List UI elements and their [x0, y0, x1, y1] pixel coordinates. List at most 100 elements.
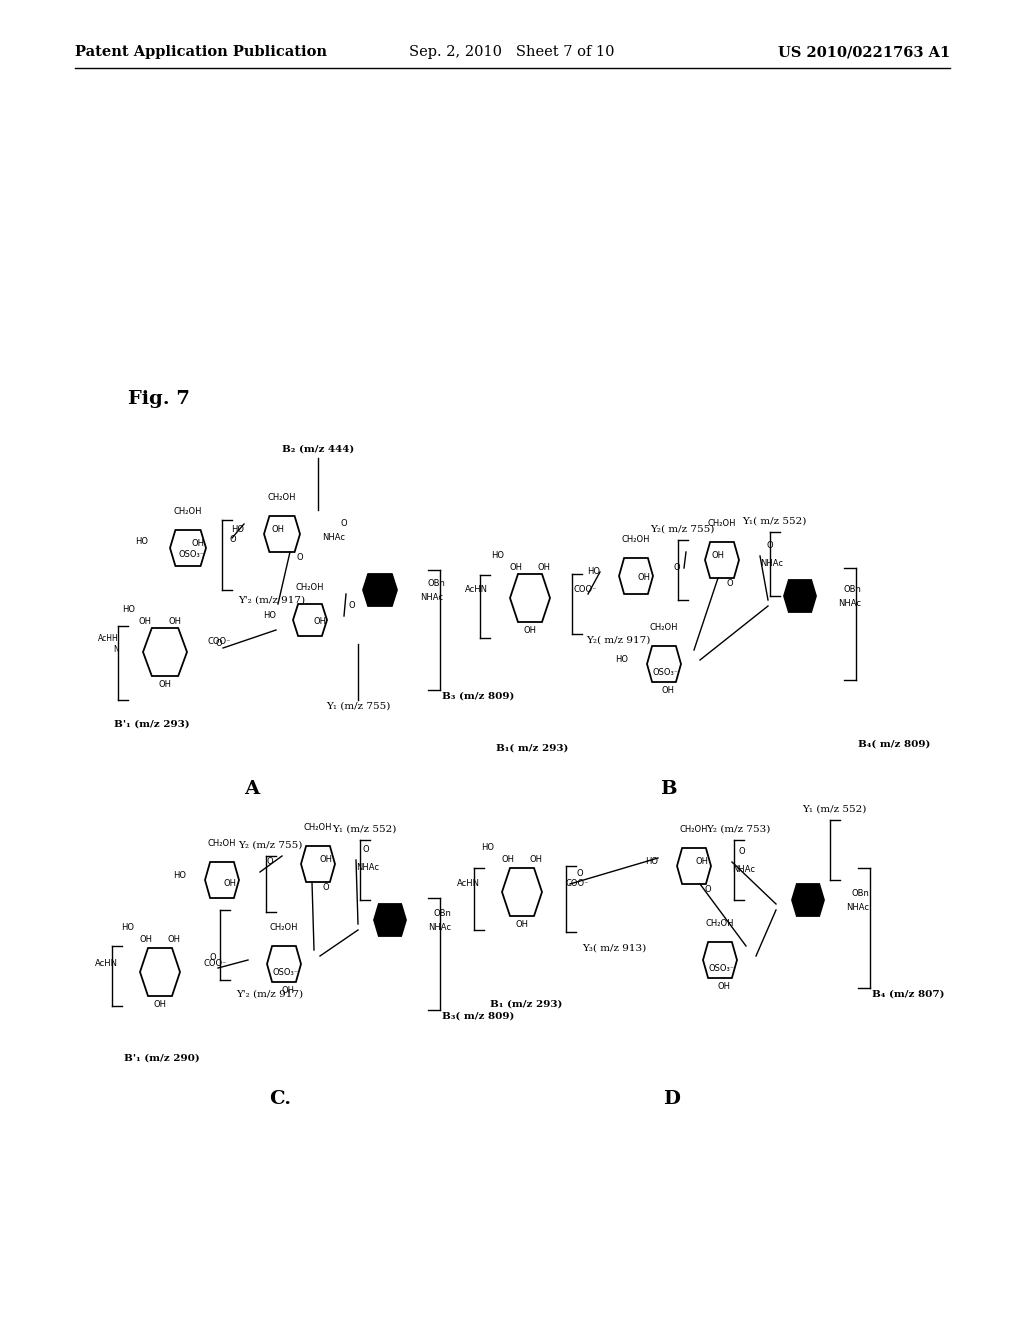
Text: OBn: OBn	[428, 579, 445, 589]
Text: OSO₃⁻: OSO₃⁻	[179, 550, 205, 558]
Polygon shape	[792, 884, 824, 916]
Text: NHAc: NHAc	[420, 594, 443, 602]
Text: B₃( m/z 809): B₃( m/z 809)	[442, 1012, 514, 1020]
Text: OH: OH	[510, 564, 522, 572]
Text: OH: OH	[712, 552, 725, 561]
Text: B₄( m/z 809): B₄( m/z 809)	[858, 741, 931, 748]
Polygon shape	[705, 543, 739, 578]
Text: O: O	[297, 553, 303, 562]
Text: O: O	[323, 883, 330, 892]
Text: HO: HO	[231, 525, 244, 535]
Text: OH: OH	[139, 935, 153, 944]
Text: O: O	[215, 639, 221, 648]
Text: B'₁ (m/z 290): B'₁ (m/z 290)	[124, 1053, 200, 1063]
Text: B: B	[659, 780, 676, 799]
Text: O: O	[349, 601, 355, 610]
Text: OH: OH	[523, 626, 537, 635]
Text: Y₂ (m/z 755): Y₂ (m/z 755)	[238, 841, 302, 850]
Text: Y'₂ (m/z 917): Y'₂ (m/z 917)	[238, 597, 305, 605]
Text: AcHN: AcHN	[95, 960, 118, 969]
Text: O: O	[767, 541, 773, 550]
Text: OSO₃⁻: OSO₃⁻	[273, 968, 299, 977]
Text: Y₁ (m/z 755): Y₁ (m/z 755)	[326, 702, 390, 711]
Text: CH₂OH: CH₂OH	[708, 519, 736, 528]
Polygon shape	[784, 579, 816, 612]
Text: Sep. 2, 2010   Sheet 7 of 10: Sep. 2, 2010 Sheet 7 of 10	[410, 45, 614, 59]
Text: OH: OH	[662, 686, 675, 696]
Text: OH: OH	[502, 855, 514, 865]
Text: HO: HO	[615, 656, 628, 664]
Text: A: A	[245, 780, 259, 799]
Text: COO⁻: COO⁻	[204, 960, 227, 968]
Text: Y'₂ (m/z 917): Y'₂ (m/z 917)	[236, 990, 303, 999]
Text: HO: HO	[587, 568, 600, 577]
Text: CH₂OH: CH₂OH	[269, 923, 298, 932]
Text: NHAc: NHAc	[356, 863, 379, 873]
Text: C.: C.	[269, 1090, 291, 1107]
Polygon shape	[301, 846, 335, 882]
Text: COO⁻: COO⁻	[574, 585, 597, 594]
Text: OH: OH	[169, 616, 181, 626]
Text: OBn: OBn	[852, 890, 869, 899]
Text: AcHN: AcHN	[465, 586, 488, 594]
Polygon shape	[205, 862, 239, 898]
Text: OH: OH	[168, 935, 180, 944]
Text: COO⁻: COO⁻	[207, 638, 230, 645]
Text: HO: HO	[490, 550, 504, 560]
Polygon shape	[510, 574, 550, 622]
Text: OH: OH	[638, 573, 651, 582]
Text: O: O	[674, 564, 681, 573]
Text: OH: OH	[718, 982, 730, 991]
Text: OH: OH	[154, 1001, 167, 1008]
Text: CH₂OH: CH₂OH	[296, 583, 325, 591]
Polygon shape	[170, 531, 206, 566]
Text: OH: OH	[314, 618, 327, 627]
Text: OH: OH	[538, 564, 551, 572]
Text: CH₂OH: CH₂OH	[267, 492, 296, 502]
Text: OH: OH	[193, 540, 205, 549]
Text: OBn: OBn	[434, 909, 452, 919]
Text: OH: OH	[271, 525, 285, 535]
Text: NHAc: NHAc	[846, 903, 869, 912]
Text: CH₂OH: CH₂OH	[304, 822, 332, 832]
Text: US 2010/0221763 A1: US 2010/0221763 A1	[778, 45, 950, 59]
Text: CH₂OH: CH₂OH	[706, 919, 734, 928]
Text: O: O	[705, 884, 712, 894]
Text: OH: OH	[319, 855, 333, 865]
Text: B₃ (m/z 809): B₃ (m/z 809)	[442, 692, 514, 701]
Text: Patent Application Publication: Patent Application Publication	[75, 45, 327, 59]
Text: HO: HO	[645, 858, 658, 866]
Text: B'₁ (m/z 293): B'₁ (m/z 293)	[115, 719, 189, 729]
Polygon shape	[677, 847, 711, 884]
Text: Fig. 7: Fig. 7	[128, 389, 189, 408]
Text: HO: HO	[135, 537, 148, 546]
Text: HO: HO	[481, 843, 494, 851]
Polygon shape	[374, 904, 406, 936]
Text: AcHH
N: AcHH N	[98, 635, 119, 653]
Polygon shape	[140, 948, 180, 997]
Text: O: O	[362, 845, 370, 854]
Text: NHAc: NHAc	[760, 560, 783, 569]
Text: O: O	[738, 847, 745, 855]
Polygon shape	[362, 574, 397, 606]
Text: NHAc: NHAc	[322, 533, 345, 543]
Text: O: O	[230, 536, 237, 544]
Text: CH₂OH: CH₂OH	[650, 623, 678, 632]
Text: D: D	[664, 1090, 681, 1107]
Text: Y₁ (m/z 552): Y₁ (m/z 552)	[332, 825, 396, 834]
Text: COO⁻: COO⁻	[566, 879, 590, 888]
Text: OSO₃⁻: OSO₃⁻	[653, 668, 679, 677]
Polygon shape	[293, 605, 327, 636]
Text: HO: HO	[263, 611, 276, 620]
Text: O: O	[577, 869, 584, 878]
Text: OH: OH	[282, 986, 295, 995]
Text: OBn: OBn	[844, 586, 862, 594]
Text: OH: OH	[529, 855, 543, 865]
Text: Y₁ (m/z 552): Y₁ (m/z 552)	[802, 805, 866, 814]
Text: OH: OH	[138, 616, 152, 626]
Text: Y₂( m/z 917): Y₂( m/z 917)	[586, 636, 650, 645]
Text: B₁( m/z 293): B₁( m/z 293)	[496, 744, 568, 752]
Text: HO: HO	[121, 923, 134, 932]
Polygon shape	[703, 942, 737, 978]
Text: B₂ (m/z 444): B₂ (m/z 444)	[282, 445, 354, 454]
